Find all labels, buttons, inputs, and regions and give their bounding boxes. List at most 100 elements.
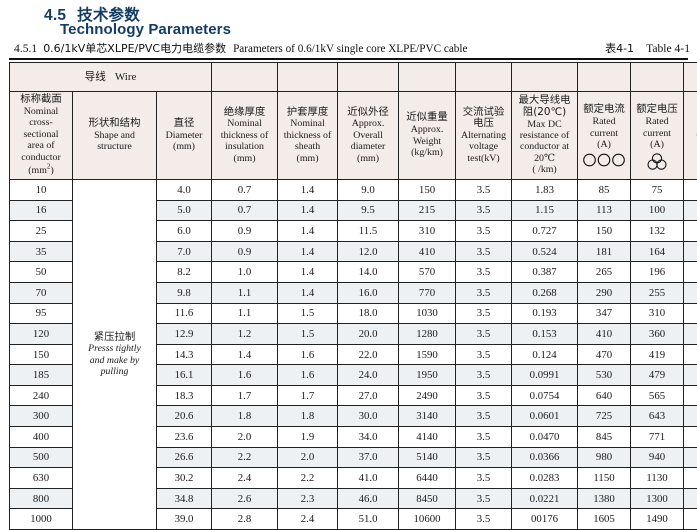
cell-overall-diameter: 14.0 <box>338 262 399 283</box>
cell-insulation-thickness: 2.0 <box>212 427 278 448</box>
cell-rated-voltage: 196 <box>631 262 684 283</box>
group-header-wire-cn: 导线 <box>85 71 106 83</box>
cell-nominal-cross-section: 120 <box>10 324 73 345</box>
cell-ac-voltage-test: 3.5 <box>456 427 512 448</box>
cell-rated-current: 1150 <box>578 468 631 489</box>
cell-voltage-drop: 0.111 <box>684 468 697 489</box>
cell-ac-voltage-test: 3.5 <box>456 344 512 365</box>
col-header-diameter: 直径 Diameter (mm) <box>157 92 212 180</box>
cell-voltage-drop: 0.49 <box>684 262 697 283</box>
cell-ac-voltage-test: 3.5 <box>456 221 512 242</box>
cell-sheath-thickness: 1.4 <box>278 179 338 200</box>
col-header-sheath-thickness-cn: 护套厚度 <box>279 107 336 119</box>
cell-sheath-thickness: 2.2 <box>278 468 338 489</box>
cell-approx-weight: 6440 <box>399 468 456 489</box>
cell-ac-voltage-test: 3.5 <box>456 509 512 530</box>
cell-approx-weight: 2490 <box>399 385 456 406</box>
cell-rated-voltage: 100 <box>631 200 684 221</box>
cell-max-dc-resistance: 0.0221 <box>512 488 578 509</box>
cell-voltage-drop: 0.104 <box>684 488 697 509</box>
cell-overall-diameter: 46.0 <box>338 488 399 509</box>
cell-nominal-cross-section: 25 <box>10 221 73 242</box>
cell-overall-diameter: 9.5 <box>338 200 399 221</box>
group-header-spacer-8 <box>631 63 684 92</box>
cell-voltage-drop: 2.0 <box>684 179 697 200</box>
cell-max-dc-resistance: 0.387 <box>512 262 578 283</box>
cell-nominal-cross-section: 50 <box>10 262 73 283</box>
cell-nominal-cross-section: 10 <box>10 179 73 200</box>
cell-max-dc-resistance: 0.124 <box>512 344 578 365</box>
cell-nominal-cross-section: 150 <box>10 344 73 365</box>
cell-max-dc-resistance: 0.0754 <box>512 385 578 406</box>
cell-insulation-thickness: 2.8 <box>212 509 278 530</box>
cell-rated-voltage: 164 <box>631 241 684 262</box>
cell-diameter: 23.6 <box>157 427 212 448</box>
cell-diameter: 4.0 <box>157 179 212 200</box>
cell-rated-voltage: 132 <box>631 221 684 242</box>
col-header-rated-current-cn: 额定电流 <box>579 104 629 116</box>
cell-rated-current: 530 <box>578 365 631 386</box>
cell-approx-weight: 150 <box>399 179 456 200</box>
cell-ac-voltage-test: 3.5 <box>456 468 512 489</box>
col-header-rated-current: 额定电流 Rated current (A) <box>578 92 631 180</box>
cell-diameter: 12.9 <box>157 324 212 345</box>
subsection-text-cn: 0.6/1kV单芯XLPE/PVC电力电缆参数 <box>43 42 226 55</box>
cell-rated-voltage: 565 <box>631 385 684 406</box>
cell-insulation-thickness: 1.0 <box>212 262 278 283</box>
cell-rated-current: 640 <box>578 385 631 406</box>
col-header-insulation-thickness: 绝缘厚度 Nominal thickness of insulation (mm… <box>212 92 278 180</box>
cell-voltage-drop: 1.3 <box>684 200 697 221</box>
col-header-max-dc-resistance: 最大导线电阻(20℃) Max DC resistance of conduct… <box>512 92 578 180</box>
table-number-cn: 表4-1 <box>605 42 634 55</box>
cell-rated-current: 150 <box>578 221 631 242</box>
cell-insulation-thickness: 0.9 <box>212 241 278 262</box>
cell-sheath-thickness: 1.6 <box>278 344 338 365</box>
cell-ac-voltage-test: 3.5 <box>456 406 512 427</box>
cell-nominal-cross-section: 16 <box>10 200 73 221</box>
cell-voltage-drop: 0.15 <box>684 406 697 427</box>
cell-rated-voltage: 255 <box>631 282 684 303</box>
cell-rated-voltage: 1490 <box>631 509 684 530</box>
cell-rated-current: 265 <box>578 262 631 283</box>
cell-ac-voltage-test: 3.5 <box>456 262 512 283</box>
cell-diameter: 5.0 <box>157 200 212 221</box>
cell-sheath-thickness: 1.4 <box>278 200 338 221</box>
cell-voltage-drop: 0.120 <box>684 447 697 468</box>
cell-diameter: 30.2 <box>157 468 212 489</box>
cell-max-dc-resistance: 0.727 <box>512 221 578 242</box>
cell-diameter: 18.3 <box>157 385 212 406</box>
cell-rated-current: 980 <box>578 447 631 468</box>
group-header-spacer-5 <box>456 63 512 92</box>
cell-rated-current: 1380 <box>578 488 631 509</box>
cell-nominal-cross-section: 70 <box>10 282 73 303</box>
cell-approx-weight: 1280 <box>399 324 456 345</box>
cell-voltage-drop: 0.098 <box>684 509 697 530</box>
cell-sheath-thickness: 2.3 <box>278 488 338 509</box>
cell-ac-voltage-test: 3.5 <box>456 282 512 303</box>
cell-insulation-thickness: 2.6 <box>212 488 278 509</box>
cell-rated-voltage: 1130 <box>631 468 684 489</box>
cell-overall-diameter: 34.0 <box>338 427 399 448</box>
cell-approx-weight: 310 <box>399 221 456 242</box>
cell-approx-weight: 1950 <box>399 365 456 386</box>
cell-insulation-thickness: 1.1 <box>212 282 278 303</box>
three-trefoil-circles-icon <box>632 153 682 167</box>
cell-approx-weight: 1030 <box>399 303 456 324</box>
cell-nominal-cross-section: 630 <box>10 468 73 489</box>
cell-sheath-thickness: 1.8 <box>278 406 338 427</box>
col-header-insulation-thickness-en: Nominal thickness of insulation (mm) <box>213 118 276 164</box>
cell-ac-voltage-test: 3.5 <box>456 385 512 406</box>
cell-rated-voltage: 643 <box>631 406 684 427</box>
col-header-diameter-cn: 直径 <box>158 118 210 130</box>
cell-sheath-thickness: 1.4 <box>278 262 338 283</box>
col-header-shape-structure: 形状和结构 Shape and structure <box>73 92 157 180</box>
cell-diameter: 16.1 <box>157 365 212 386</box>
group-header-wire-en: Wire <box>115 71 137 83</box>
cell-max-dc-resistance: 0.268 <box>512 282 578 303</box>
cell-diameter: 14.3 <box>157 344 212 365</box>
cell-insulation-thickness: 1.4 <box>212 344 278 365</box>
cell-voltage-drop: 0.36 <box>684 282 697 303</box>
cell-voltage-drop: 0.19 <box>684 365 697 386</box>
